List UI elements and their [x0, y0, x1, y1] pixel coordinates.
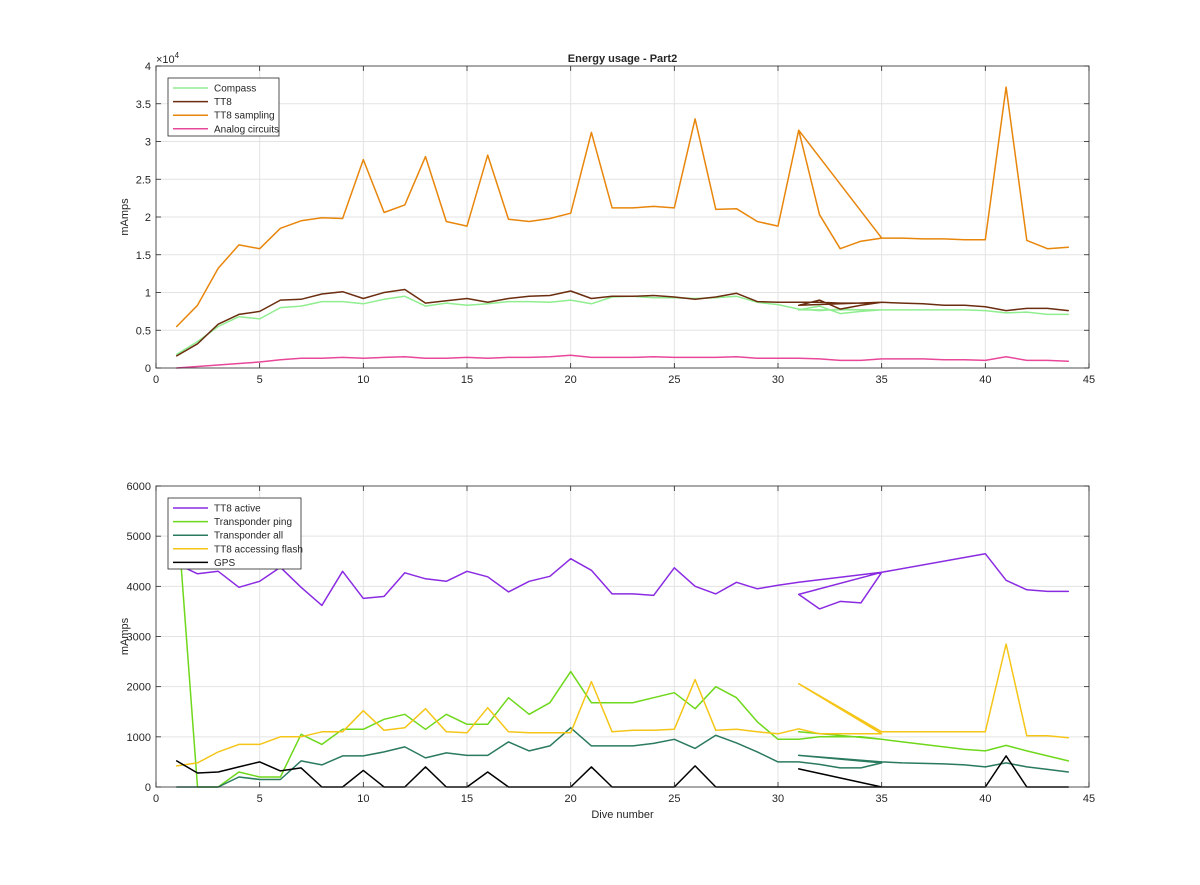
- x-tick-label: 5: [257, 374, 263, 386]
- y-tick-label: 3.5: [136, 99, 151, 111]
- legend-entry: TT8 sampling: [214, 111, 275, 122]
- y-exponent-label: ×104: [156, 51, 180, 66]
- series-line-tt8: [175, 288, 1070, 357]
- y-exponent-power: 4: [175, 51, 180, 60]
- legend-entry: TT8 accessing flash: [214, 544, 303, 555]
- x-tick-label: 10: [357, 793, 369, 805]
- x-tick-label: 15: [461, 374, 473, 386]
- legend-entry: Transponder ping: [214, 517, 292, 528]
- x-tick-label: 45: [1083, 374, 1095, 386]
- x-tick-label: 25: [668, 374, 680, 386]
- legend: Compass TT8 TT8 sampling Analog circuits: [167, 77, 280, 137]
- x-tick-label: 35: [876, 793, 888, 805]
- legend-entry: TT8 active: [214, 504, 261, 515]
- gridlines: [156, 486, 1089, 787]
- y-tick-label: 3000: [127, 632, 151, 644]
- y-axis-label: mAmps: [119, 198, 131, 236]
- gridlines: [156, 66, 1089, 368]
- y-tick-label: 0.5: [136, 325, 151, 337]
- x-tick-label: 20: [565, 793, 577, 805]
- ticks: 0 5 10 15 20 25 30 35 40 45 0 1000 2000 3000 4000 5000 6…: [127, 481, 1096, 805]
- y-tick-label: 6000: [127, 481, 151, 493]
- chart-title: Energy usage - Part2: [568, 53, 677, 65]
- y-tick-label: 2: [145, 212, 151, 224]
- x-tick-label: 45: [1083, 793, 1095, 805]
- x-tick-label: 40: [979, 374, 991, 386]
- series-line-transponder-all: [175, 727, 1070, 788]
- x-tick-label: 35: [876, 374, 888, 386]
- series-line-tt8-accessing-flash: [175, 643, 1070, 767]
- y-tick-label: 2000: [127, 682, 151, 694]
- y-tick-label: 1000: [127, 732, 151, 744]
- x-tick-label: 20: [565, 374, 577, 386]
- y-axis-label: mAmps: [119, 617, 131, 655]
- y-tick-label: 1.5: [136, 250, 151, 262]
- y-tick-label: 0: [145, 782, 151, 794]
- series-line-analog-circuits: [175, 354, 1070, 369]
- x-axis-label: Dive number: [591, 809, 654, 821]
- series-line-tt8-active: [175, 552, 1070, 610]
- legend-entry: Transponder all: [214, 531, 283, 542]
- axes-energy-bottom: 0 5 10 15 20 25 30 35 40 45 0 1000 2000 3000 4000 5000 6…: [119, 481, 1095, 821]
- y-tick-label: 0: [145, 363, 151, 375]
- x-tick-label: 0: [153, 793, 159, 805]
- x-tick-label: 15: [461, 793, 473, 805]
- x-tick-label: 30: [772, 374, 784, 386]
- legend: TT8 active Transponder ping Transponder al…: [167, 497, 303, 570]
- series-group: [175, 86, 1070, 369]
- legend-box: [167, 497, 302, 570]
- x-tick-label: 0: [153, 374, 159, 386]
- x-tick-label: 40: [979, 793, 991, 805]
- x-tick-label: 5: [257, 793, 263, 805]
- y-tick-label: 4: [145, 61, 151, 73]
- series-line-tt8-sampling: [175, 86, 1070, 328]
- x-tick-label: 25: [668, 793, 680, 805]
- y-tick-label: 2.5: [136, 174, 151, 186]
- x-tick-label: 30: [772, 793, 784, 805]
- legend-entry: Analog circuits: [214, 124, 279, 135]
- y-tick-label: 3: [145, 137, 151, 149]
- ticks: 0 5 10 15 20 25 30 35 40 45 0 0.5 1 1.5 2 2.5 3 3.5 4: [136, 61, 1095, 386]
- series-line-transponder-ping: [175, 505, 1070, 788]
- legend-entry: GPS: [214, 558, 235, 569]
- series-line-compass: [175, 295, 1070, 356]
- y-tick-label: 5000: [127, 531, 151, 543]
- x-tick-label: 10: [357, 374, 369, 386]
- legend-entry: Compass: [214, 84, 256, 95]
- legend-entry: TT8: [214, 97, 232, 108]
- y-tick-label: 4000: [127, 581, 151, 593]
- y-tick-label: 1: [145, 288, 151, 300]
